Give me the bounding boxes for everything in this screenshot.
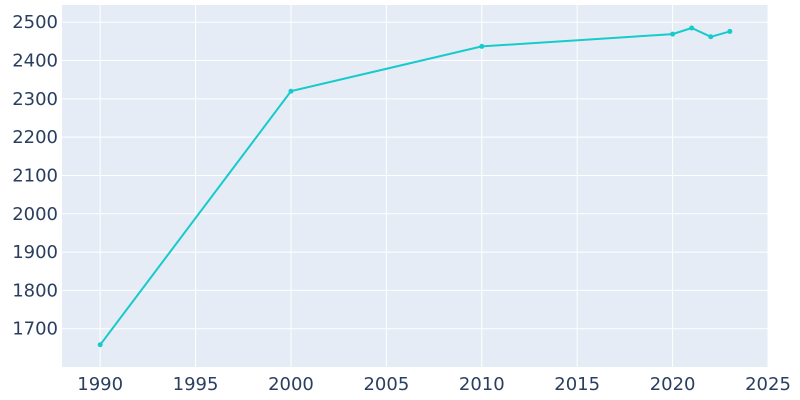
data-point bbox=[727, 28, 733, 34]
y-axis-tick-labels: 1700 1800 1900 2000 2100 2200 2300 2400 2500 bbox=[12, 12, 58, 339]
data-point bbox=[708, 34, 714, 40]
x-tick-label: 2015 bbox=[554, 374, 600, 395]
x-axis-tick-labels: 1990 1995 2000 2005 2010 2015 2020 2025 bbox=[77, 374, 791, 395]
y-tick-label: 2000 bbox=[12, 204, 58, 225]
y-tick-label: 1700 bbox=[12, 319, 58, 340]
x-tick-label: 1995 bbox=[173, 374, 219, 395]
y-tick-label: 2100 bbox=[12, 165, 58, 186]
x-tick-label: 2005 bbox=[363, 374, 409, 395]
plot-area-background bbox=[62, 5, 768, 367]
y-tick-label: 2200 bbox=[12, 127, 58, 148]
x-tick-label: 2020 bbox=[650, 374, 696, 395]
series-layer bbox=[97, 25, 733, 348]
data-point bbox=[288, 88, 294, 94]
y-tick-label: 2500 bbox=[12, 12, 58, 33]
y-tick-label: 1800 bbox=[12, 280, 58, 301]
x-tick-label: 2000 bbox=[268, 374, 314, 395]
y-tick-label: 1900 bbox=[12, 242, 58, 263]
y-tick-label: 2300 bbox=[12, 89, 58, 110]
x-tick-label: 1990 bbox=[77, 374, 123, 395]
data-point bbox=[670, 31, 676, 37]
y-gridlines bbox=[62, 21, 768, 330]
data-point bbox=[689, 25, 695, 31]
y-tick-label: 2400 bbox=[12, 51, 58, 72]
data-point bbox=[479, 43, 485, 49]
x-tick-label: 2025 bbox=[745, 374, 791, 395]
x-gridlines bbox=[99, 5, 769, 367]
x-tick-label: 2010 bbox=[459, 374, 505, 395]
data-point bbox=[97, 342, 103, 348]
